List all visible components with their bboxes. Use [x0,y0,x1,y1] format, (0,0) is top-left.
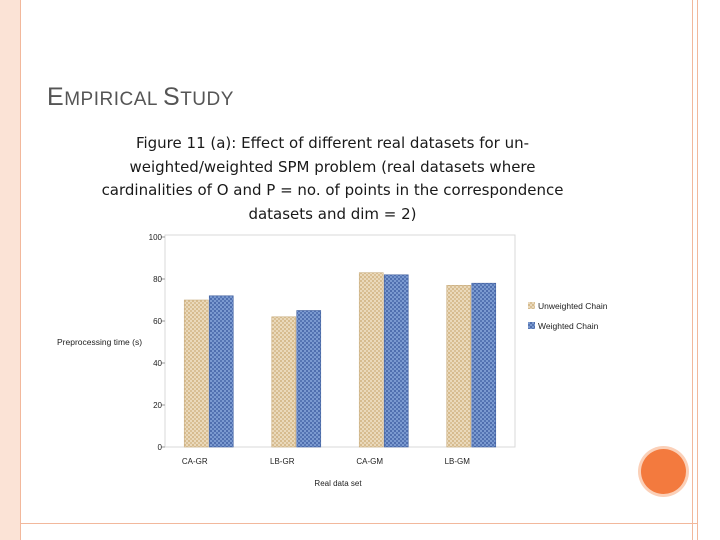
x-axis-label: Real data set [314,479,362,488]
x-tick-label: LB-GM [445,457,471,466]
y-axis-label: Preprocessing time (s) [57,337,142,347]
y-tick-label: 100 [149,233,163,242]
bar-weighted-chain-lb-gm [471,282,497,448]
bar-weighted-chain-ca-gr [208,295,234,448]
y-tick-label: 20 [153,401,162,410]
slide-frame-line-left [20,0,21,540]
plot-area-frame [164,234,516,448]
bar-weighted-chain-lb-gr [296,310,322,448]
slide-frame-line-bottom [20,523,698,524]
bar-unweighted-chain-ca-gm [358,272,384,448]
slide-frame-line-right-outer [692,0,693,540]
decorative-orange-circle [641,449,686,494]
x-tick-label: LB-GR [270,457,295,466]
bar-unweighted-chain-ca-gr [183,299,209,448]
y-tick-label: 80 [153,275,162,284]
legend-swatch-2 [528,322,535,329]
y-tick-label: 0 [158,443,163,452]
bar-weighted-chain-ca-gm [383,274,409,448]
chart-title: Figure 11 (a): Effect of different real … [101,134,564,223]
y-tick-label: 40 [153,359,162,368]
legend-swatch-1 [528,302,535,309]
bar-unweighted-chain-lb-gr [271,316,297,448]
slide-border-band [0,0,20,540]
x-tick-label: CA-GM [356,457,383,466]
slide-frame-line-right-inner [697,0,698,540]
legend-label-1: Unweighted Chain [538,301,608,311]
legend-label-2: Weighted Chain [538,321,599,331]
bar-unweighted-chain-lb-gm [446,284,472,448]
x-tick-label: CA-GR [182,457,208,466]
y-tick-label: 60 [153,317,162,326]
slide-title: EMPIRICAL STUDY [47,83,234,111]
